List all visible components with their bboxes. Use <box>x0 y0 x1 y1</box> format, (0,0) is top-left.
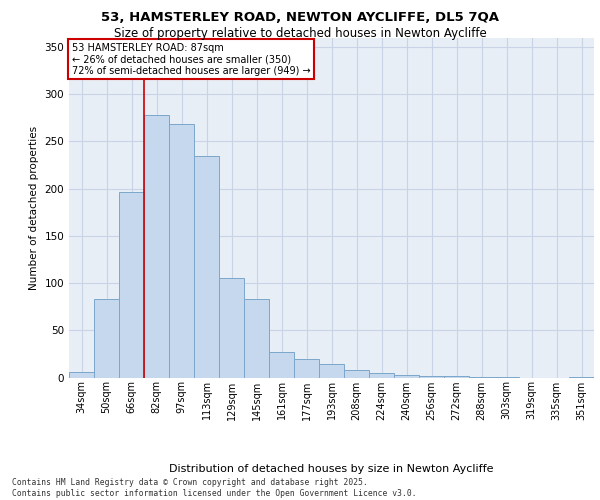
Bar <box>369 373 394 378</box>
X-axis label: Distribution of detached houses by size in Newton Aycliffe: Distribution of detached houses by size … <box>169 464 494 474</box>
Bar <box>394 374 419 378</box>
Bar <box>344 370 369 378</box>
Bar <box>569 376 594 378</box>
Bar <box>69 372 94 378</box>
Text: Contains HM Land Registry data © Crown copyright and database right 2025.
Contai: Contains HM Land Registry data © Crown c… <box>12 478 416 498</box>
Text: 53 HAMSTERLEY ROAD: 87sqm
← 26% of detached houses are smaller (350)
72% of semi: 53 HAMSTERLEY ROAD: 87sqm ← 26% of detac… <box>71 42 310 76</box>
Bar <box>494 376 519 378</box>
Text: 53, HAMSTERLEY ROAD, NEWTON AYCLIFFE, DL5 7QA: 53, HAMSTERLEY ROAD, NEWTON AYCLIFFE, DL… <box>101 11 499 24</box>
Bar <box>119 192 144 378</box>
Bar <box>444 376 469 378</box>
Y-axis label: Number of detached properties: Number of detached properties <box>29 126 39 290</box>
Bar <box>244 299 269 378</box>
Bar <box>94 299 119 378</box>
Text: Size of property relative to detached houses in Newton Aycliffe: Size of property relative to detached ho… <box>113 28 487 40</box>
Bar <box>144 115 169 378</box>
Bar <box>319 364 344 378</box>
Bar <box>219 278 244 378</box>
Bar <box>294 358 319 378</box>
Bar <box>169 124 194 378</box>
Bar <box>419 376 444 378</box>
Bar <box>269 352 294 378</box>
Bar <box>469 376 494 378</box>
Bar <box>194 156 219 378</box>
